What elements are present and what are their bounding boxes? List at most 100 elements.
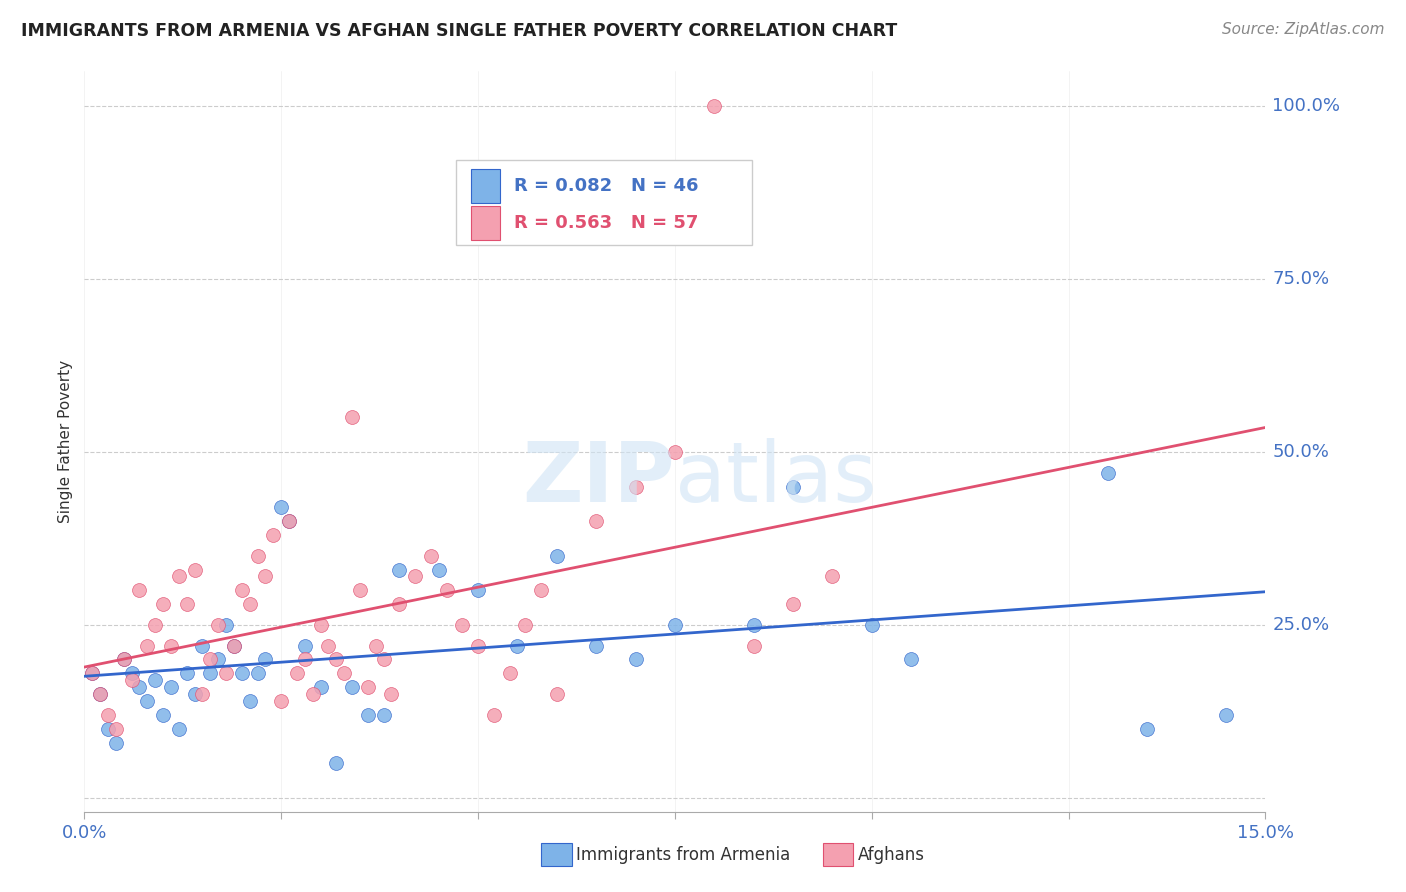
Point — [239, 597, 262, 611]
Text: 100.0%: 100.0% — [1272, 97, 1340, 115]
Point — [191, 687, 214, 701]
Point — [262, 528, 284, 542]
Point — [782, 597, 804, 611]
Point — [222, 639, 245, 653]
Point — [97, 707, 120, 722]
Point — [128, 680, 150, 694]
Text: IMMIGRANTS FROM ARMENIA VS AFGHAN SINGLE FATHER POVERTY CORRELATION CHART: IMMIGRANTS FROM ARMENIA VS AFGHAN SINGLE… — [21, 22, 897, 40]
Point — [254, 569, 277, 583]
Point — [121, 666, 143, 681]
Point — [183, 563, 205, 577]
Point — [325, 756, 347, 771]
Point — [246, 549, 269, 563]
Point — [207, 652, 229, 666]
Point — [89, 687, 111, 701]
Point — [664, 445, 686, 459]
Point — [436, 583, 458, 598]
Point — [742, 639, 765, 653]
Point — [309, 680, 332, 694]
Point — [112, 652, 135, 666]
Point — [506, 639, 529, 653]
Text: Source: ZipAtlas.com: Source: ZipAtlas.com — [1222, 22, 1385, 37]
Point — [333, 666, 356, 681]
Point — [318, 639, 340, 653]
Point — [624, 479, 647, 493]
Point — [285, 666, 308, 681]
Point — [451, 618, 474, 632]
Point — [821, 569, 844, 583]
Point — [167, 569, 190, 583]
Text: 75.0%: 75.0% — [1272, 270, 1330, 288]
Point — [703, 99, 725, 113]
Point — [176, 666, 198, 681]
Point — [664, 618, 686, 632]
Y-axis label: Single Father Poverty: Single Father Poverty — [58, 360, 73, 523]
Point — [364, 639, 387, 653]
Point — [152, 597, 174, 611]
Point — [176, 597, 198, 611]
Point — [357, 707, 380, 722]
Point — [742, 618, 765, 632]
Point — [1136, 722, 1159, 736]
Point — [200, 666, 222, 681]
Point — [482, 707, 505, 722]
Point — [136, 694, 159, 708]
Point — [246, 666, 269, 681]
Point — [900, 652, 922, 666]
Text: 50.0%: 50.0% — [1272, 443, 1329, 461]
Point — [82, 666, 104, 681]
Point — [191, 639, 214, 653]
Point — [278, 514, 301, 528]
Point — [325, 652, 347, 666]
Point — [404, 569, 426, 583]
Point — [357, 680, 380, 694]
Text: ZIP: ZIP — [523, 438, 675, 519]
Point — [546, 687, 568, 701]
Point — [380, 687, 402, 701]
Point — [467, 639, 489, 653]
Point — [309, 618, 332, 632]
Text: Immigrants from Armenia: Immigrants from Armenia — [576, 846, 790, 863]
Point — [215, 618, 238, 632]
Point — [270, 694, 292, 708]
Point — [215, 666, 238, 681]
Point — [349, 583, 371, 598]
Text: Afghans: Afghans — [858, 846, 925, 863]
Point — [143, 618, 166, 632]
Point — [167, 722, 190, 736]
Point — [340, 410, 363, 425]
Point — [388, 563, 411, 577]
Point — [585, 514, 607, 528]
Point — [624, 652, 647, 666]
Point — [1097, 466, 1119, 480]
Point — [530, 583, 553, 598]
Bar — [471, 206, 501, 240]
Point — [112, 652, 135, 666]
Point — [160, 639, 183, 653]
Text: R = 0.563   N = 57: R = 0.563 N = 57 — [515, 214, 699, 232]
Point — [427, 563, 450, 577]
Point — [121, 673, 143, 688]
Point — [301, 687, 323, 701]
Point — [207, 618, 229, 632]
Point — [89, 687, 111, 701]
Point — [231, 583, 253, 598]
Point — [128, 583, 150, 598]
Point — [104, 722, 127, 736]
Point — [585, 639, 607, 653]
Point — [143, 673, 166, 688]
Point — [515, 618, 537, 632]
Point — [270, 500, 292, 515]
Point — [467, 583, 489, 598]
Point — [860, 618, 883, 632]
Point — [546, 549, 568, 563]
Point — [104, 735, 127, 749]
Text: 25.0%: 25.0% — [1272, 615, 1330, 634]
Point — [373, 707, 395, 722]
Point — [294, 639, 316, 653]
Point — [278, 514, 301, 528]
Point — [239, 694, 262, 708]
Point — [254, 652, 277, 666]
Point — [340, 680, 363, 694]
Point — [183, 687, 205, 701]
